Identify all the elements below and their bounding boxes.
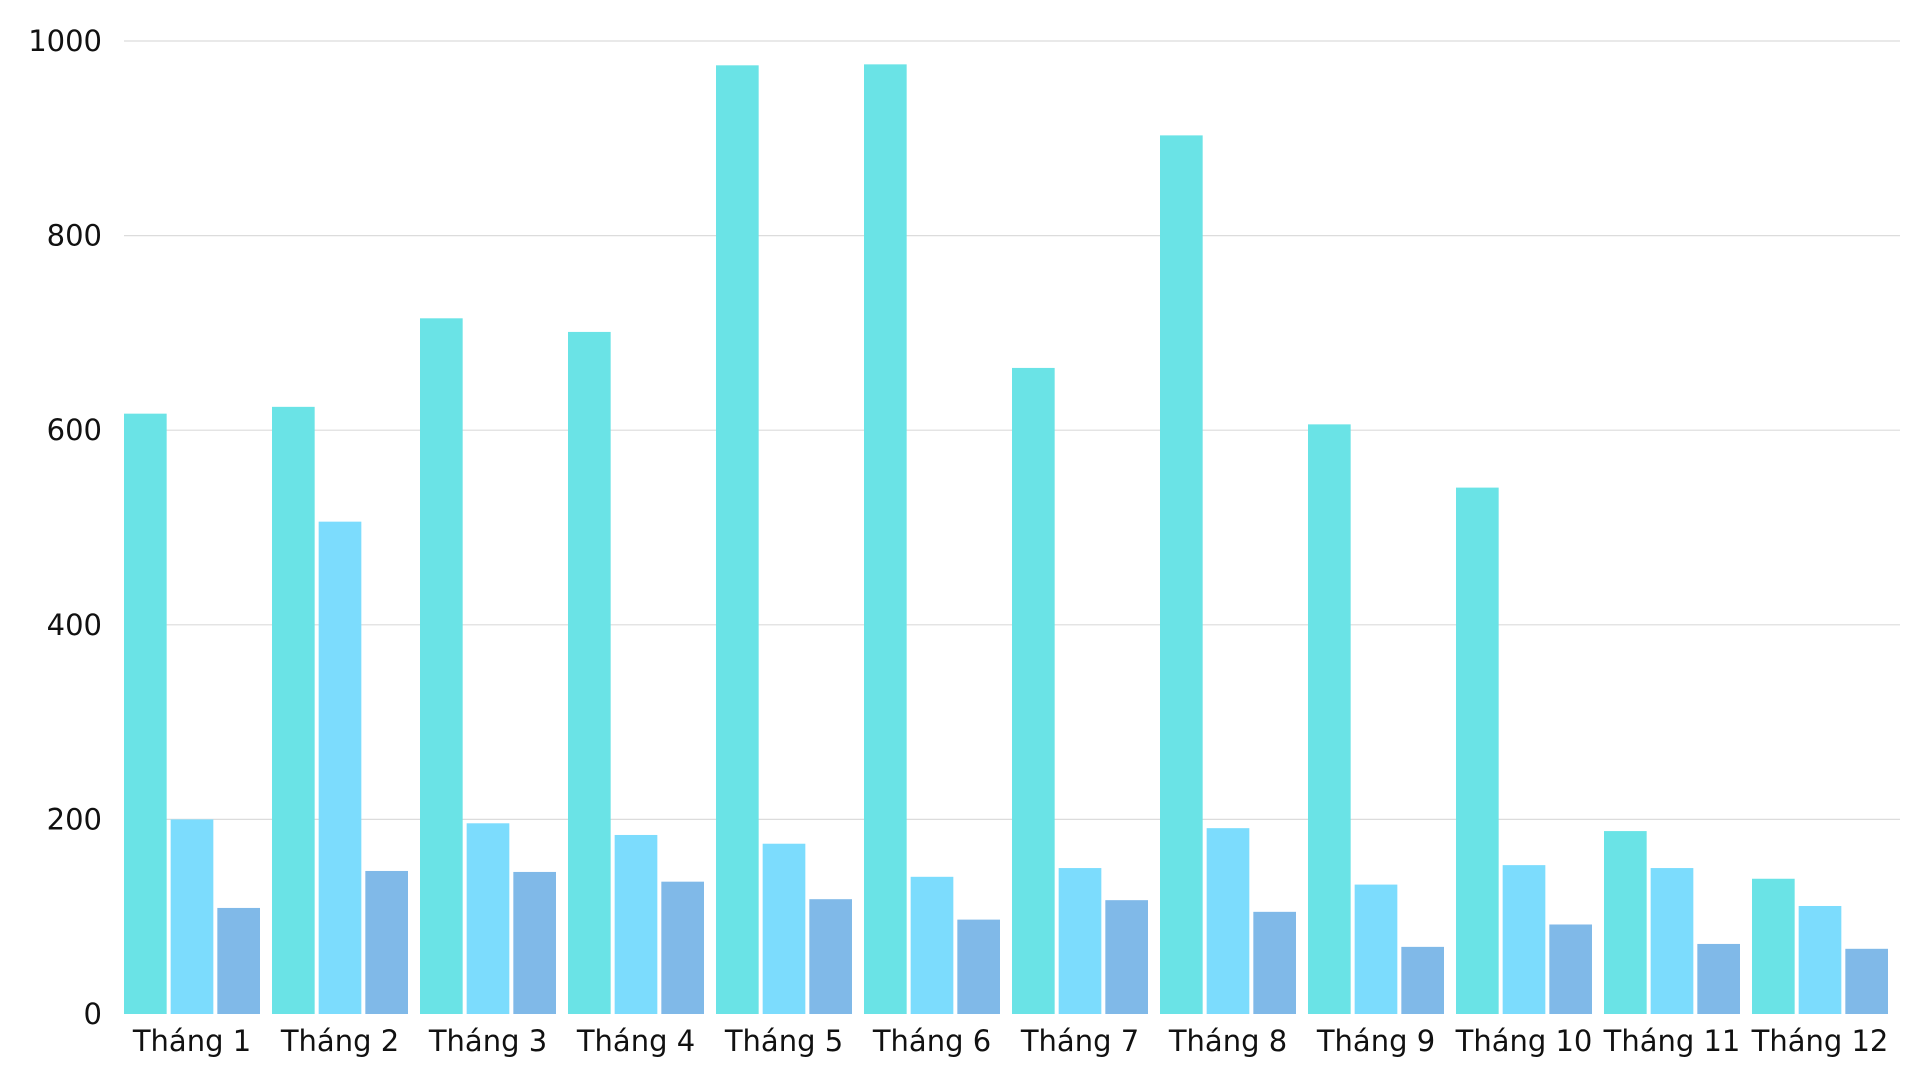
- bar-series2-9: [1354, 884, 1398, 1014]
- bar-series3-2: [365, 870, 408, 1014]
- bar-series1-9: [1308, 424, 1351, 1014]
- y-tick-label: 800: [47, 219, 102, 253]
- bar-series3-12: [1845, 948, 1888, 1014]
- bar-series1-6: [864, 64, 907, 1015]
- x-tick-label: Tháng 7: [1020, 1024, 1139, 1058]
- bar-series1-3: [420, 318, 463, 1014]
- y-tick-label: 400: [47, 608, 102, 642]
- bar-series1-8: [1160, 135, 1203, 1015]
- bar-series1-10: [1456, 487, 1499, 1014]
- bar-series2-1: [170, 819, 214, 1014]
- bar-series3-5: [809, 899, 852, 1014]
- bar-series2-3: [466, 823, 510, 1014]
- y-tick-label: 1000: [28, 24, 102, 58]
- x-tick-label: Tháng 10: [1455, 1024, 1593, 1058]
- bar-series3-8: [1253, 911, 1296, 1014]
- bar-series2-11: [1650, 868, 1694, 1014]
- bar-series3-6: [957, 919, 1000, 1014]
- bar-series2-2: [318, 521, 362, 1014]
- bar-series3-3: [513, 871, 556, 1014]
- bar-series1-11: [1604, 831, 1647, 1014]
- bar-series2-4: [614, 834, 658, 1014]
- bar-series2-12: [1798, 905, 1842, 1014]
- x-tick-label: Tháng 12: [1751, 1024, 1889, 1058]
- x-tick-label: Tháng 1: [132, 1024, 251, 1058]
- y-axis-ticks: 0 200 400 600 800 1000: [28, 24, 102, 1031]
- y-tick-label: 200: [47, 802, 102, 836]
- bar-series1-1: [124, 413, 167, 1014]
- bar-series1-12: [1752, 878, 1795, 1014]
- y-tick-label: 600: [47, 413, 102, 447]
- bar-series1-4: [568, 331, 611, 1014]
- bar-series3-9: [1401, 946, 1444, 1014]
- x-tick-label: Tháng 6: [872, 1024, 991, 1058]
- bars: [124, 64, 1888, 1015]
- bar-series3-7: [1105, 900, 1148, 1014]
- x-tick-label: Tháng 8: [1168, 1024, 1287, 1058]
- x-tick-label: Tháng 2: [280, 1024, 399, 1058]
- bar-series3-11: [1697, 943, 1740, 1014]
- bar-series2-6: [910, 876, 954, 1014]
- y-tick-label: 0: [84, 997, 102, 1031]
- bar-series1-2: [272, 406, 315, 1014]
- bar-series2-8: [1206, 828, 1250, 1014]
- bar-series1-5: [716, 65, 759, 1014]
- x-tick-label: Tháng 5: [724, 1024, 843, 1058]
- x-tick-label: Tháng 9: [1316, 1024, 1435, 1058]
- bar-series3-1: [217, 907, 260, 1014]
- bar-series2-7: [1058, 868, 1102, 1014]
- bar-series2-5: [762, 843, 806, 1014]
- bar-series1-7: [1012, 367, 1055, 1015]
- x-tick-label: Tháng 4: [576, 1024, 695, 1058]
- x-axis-ticks: Tháng 1 Tháng 2 Tháng 3 Tháng 4 Tháng 5 Tháng…: [132, 1024, 1889, 1058]
- bar-series2-10: [1502, 865, 1546, 1014]
- bar-series3-4: [661, 881, 704, 1014]
- x-tick-label: Tháng 11: [1603, 1024, 1741, 1058]
- x-tick-label: Tháng 3: [428, 1024, 547, 1058]
- bar-series3-10: [1549, 924, 1592, 1014]
